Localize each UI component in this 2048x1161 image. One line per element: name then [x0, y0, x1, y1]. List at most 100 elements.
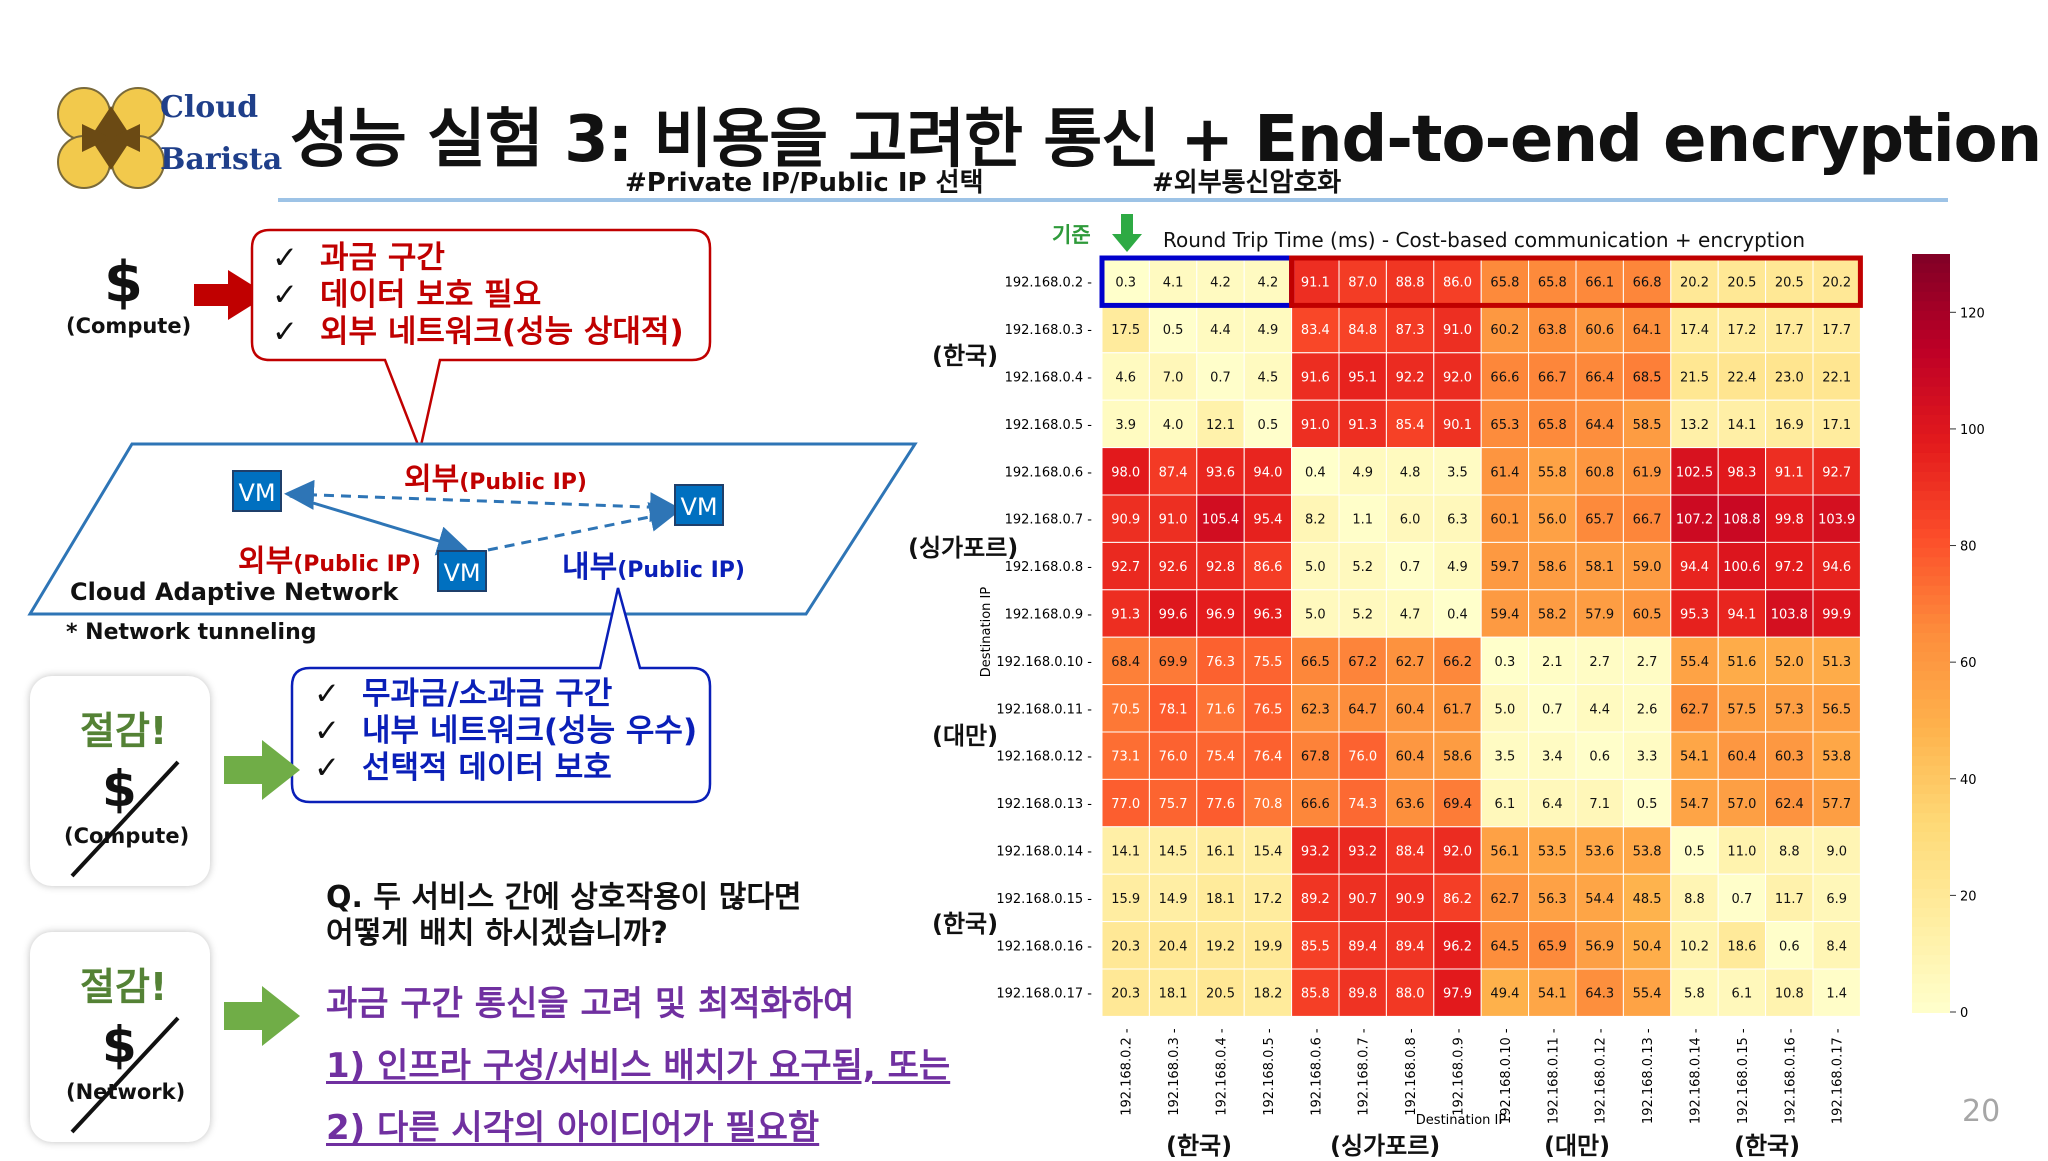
colorbar-tick-label: 120 [1960, 306, 1985, 321]
heatmap-value: 0.4 [1305, 465, 1326, 480]
heatmap-value: 4.8 [1400, 465, 1421, 480]
heatmap-value: 91.0 [1159, 513, 1188, 528]
heatmap-value: 62.4 [1775, 797, 1804, 812]
heatmap-value: 105.4 [1202, 513, 1239, 528]
heatmap-cell [1480, 731, 1530, 780]
heatmap-value: 57.5 [1727, 702, 1756, 717]
x-tick-label: 192.168.0.15 - [1736, 1028, 1751, 1124]
heatmap-value: 107.2 [1676, 513, 1713, 528]
colorbar-segment [1912, 993, 1950, 1004]
colorbar-segment [1912, 945, 1950, 957]
heatmap-value: 5.0 [1305, 560, 1326, 575]
red-arrow-icon [194, 270, 268, 320]
heatmap-value: 17.1 [1822, 418, 1851, 433]
heatmap-value: 0.6 [1779, 939, 1800, 954]
heatmap-cell [1528, 257, 1577, 306]
heatmap-cell [1670, 447, 1719, 496]
colorbar-segment [1912, 955, 1950, 966]
heatmap-cell [1196, 257, 1245, 306]
colorbar-segment [1912, 964, 1950, 976]
heatmap-cell [1243, 684, 1293, 733]
heatmap-value: 60.3 [1775, 750, 1804, 765]
heatmap-cell [1148, 731, 1198, 780]
heatmap-cell [1528, 826, 1577, 875]
save-title: 절감! [80, 965, 168, 1009]
y-tick-label: 192.168.0.2 - [1005, 276, 1093, 291]
colorbar-tick-label: 20 [1960, 889, 1977, 904]
heatmap-value: 58.5 [1633, 418, 1662, 433]
heatmap-value: 89.4 [1348, 939, 1377, 954]
heatmap-cell [1148, 636, 1198, 686]
heatmap-value: 65.8 [1538, 418, 1567, 433]
colorbar-segment [1912, 699, 1950, 710]
blue-bubble-item: ✓ 내부 네트워크(성능 우수) [314, 713, 698, 749]
colorbar-segment [1912, 490, 1950, 502]
colorbar-segment [1912, 860, 1950, 871]
heatmap-cell [1812, 778, 1861, 828]
blue-bubble-list: ✓ 무과금/소과금 구간 ✓ 내부 네트워크(성능 우수) ✓ 선택적 데이터 보호 [314, 676, 697, 787]
heatmap-value: 3.9 [1115, 418, 1136, 433]
heatmap-value: 89.4 [1396, 939, 1425, 954]
x-tick-label: 192.168.0.2 - [1120, 1028, 1135, 1116]
heatmap-value: 14.1 [1111, 845, 1140, 860]
heatmap-value: 0.7 [1732, 892, 1753, 907]
heatmap-value: 65.8 [1538, 276, 1567, 291]
heatmap-cell [1101, 826, 1150, 875]
heatmap-value: 60.4 [1727, 750, 1756, 765]
colorbar-segment [1912, 765, 1950, 777]
heatmap-value: 51.3 [1822, 655, 1851, 670]
answer-line-2: 1) 인프라 구성/서비스 배치가 요구됨, 또는 [326, 1046, 951, 1086]
heatmap-cell [1338, 684, 1387, 733]
heatmap-value: 96.3 [1253, 608, 1282, 623]
heatmap-cell [1291, 352, 1340, 401]
heatmap-value: 96.2 [1443, 939, 1472, 954]
colorbar-segment [1912, 348, 1950, 360]
heatmap-value: 3.4 [1542, 750, 1563, 765]
heatmap-value: 70.5 [1111, 702, 1140, 717]
colorbar-segment [1912, 850, 1950, 862]
heatmap-value: 2.7 [1637, 655, 1658, 670]
heatmap-cell [1765, 447, 1814, 496]
cloud-barista-logo [57, 87, 165, 189]
colorbar-segment [1912, 746, 1950, 758]
heatmap-value: 98.0 [1111, 465, 1140, 480]
heatmap-cell [1575, 257, 1624, 306]
external-link-label-left: 외부(Public IP) [238, 544, 421, 579]
colorbar-segment [1912, 452, 1950, 464]
colorbar-segment [1912, 888, 1950, 900]
heatmap-value: 4.6 [1115, 371, 1136, 386]
heatmap-value: 3.3 [1637, 750, 1658, 765]
heatmap-cell [1291, 921, 1340, 970]
heatmap-value: 64.3 [1585, 987, 1614, 1002]
heatmap-value: 8.4 [1826, 939, 1847, 954]
heatmap-value: 93.2 [1348, 845, 1377, 860]
colorbar-segment [1912, 727, 1950, 739]
heatmap-value: 23.0 [1775, 371, 1804, 386]
heatmap-value: 4.7 [1400, 608, 1421, 623]
heatmap-value: 7.0 [1163, 371, 1184, 386]
x-tick-label: 192.168.0.7 - [1357, 1028, 1372, 1116]
x-tick-label: 192.168.0.9 - [1452, 1028, 1467, 1116]
heatmap-value: 0.5 [1637, 797, 1658, 812]
heatmap-cell [1101, 352, 1150, 401]
red-bubble-list: ✓ 과금 구간 ✓ 데이터 보호 필요 ✓ 외부 네트워크(성능 상대적) [272, 240, 684, 351]
heatmap-value: 4.5 [1258, 371, 1279, 386]
heatmap-cell [1480, 257, 1530, 306]
heatmap-value: 94.4 [1680, 560, 1709, 575]
heatmap-cell [1291, 684, 1340, 733]
heatmap-cell [1812, 352, 1861, 401]
heatmap-cell [1385, 778, 1435, 828]
heatmap-value: 90.7 [1348, 892, 1377, 907]
colorbar-segment [1912, 471, 1950, 483]
colorbar-segment [1912, 898, 1950, 909]
heatmap-cell [1101, 257, 1150, 306]
checkmark-icon: ✓ [272, 277, 298, 313]
heatmap-cell [1765, 636, 1814, 686]
heatmap-cell [1433, 684, 1482, 733]
heatmap-value: 94.0 [1253, 465, 1282, 480]
heatmap-cell [1101, 447, 1150, 496]
y-tick-label: 192.168.0.17 - [996, 987, 1092, 1002]
question-line: 어떻게 배치 하시겠습니까? [326, 916, 668, 951]
heatmap-value: 0.5 [1684, 845, 1705, 860]
x-tick-label: 192.168.0.4 - [1215, 1028, 1230, 1116]
